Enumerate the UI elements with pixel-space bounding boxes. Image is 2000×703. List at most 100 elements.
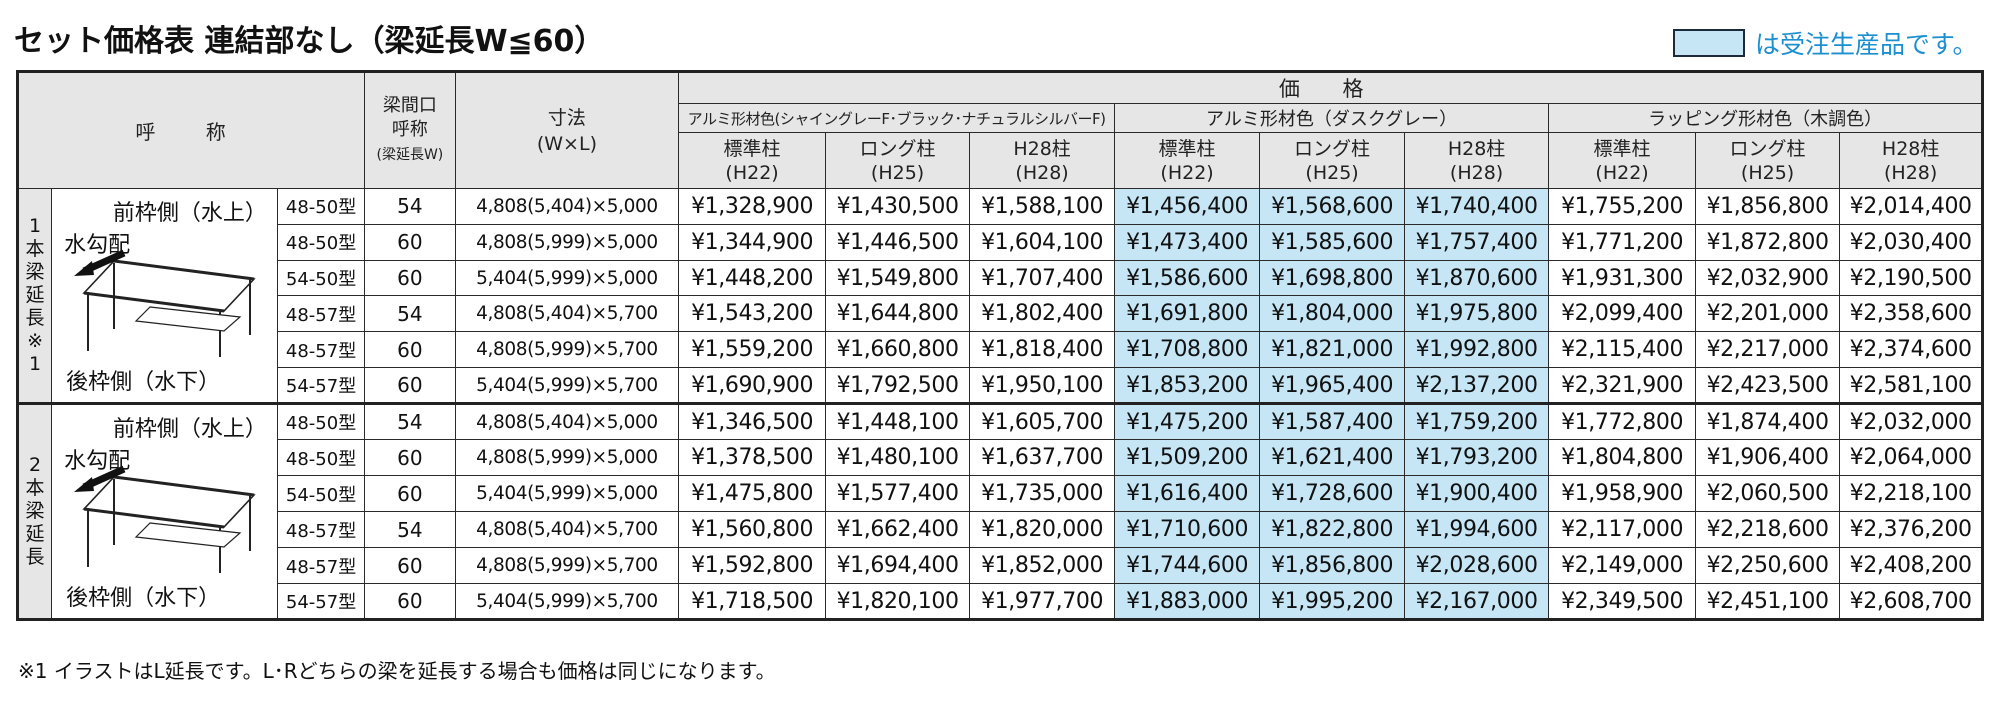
model-cell: 48-57型 bbox=[276, 511, 366, 548]
price-cell: ¥1,586,600 bbox=[1113, 259, 1261, 297]
price-cell: ¥1,852,000 bbox=[969, 547, 1115, 584]
price-cell: ¥1,660,800 bbox=[824, 331, 971, 369]
price-cell: ¥1,456,400 bbox=[1113, 188, 1261, 225]
legend: は受注生産品です。 bbox=[1673, 26, 1978, 60]
price-cell: ¥1,475,800 bbox=[678, 475, 826, 512]
dimension-cell: 4,808(5,999)×5,700 bbox=[454, 547, 680, 584]
model-cell: 54-57型 bbox=[276, 367, 366, 404]
span-cell: 60 bbox=[364, 439, 456, 476]
span-cell: 54 bbox=[364, 511, 456, 548]
model-cell: 54-57型 bbox=[276, 583, 366, 620]
header-span: 梁間口 呼称 (梁延長W) bbox=[364, 71, 456, 189]
price-cell: ¥1,872,800 bbox=[1694, 223, 1841, 261]
model-cell: 54-50型 bbox=[276, 259, 366, 297]
price-cell: ¥1,480,100 bbox=[824, 439, 971, 476]
price-cell: ¥2,423,500 bbox=[1694, 367, 1841, 404]
price-cell: ¥2,581,100 bbox=[1839, 367, 1983, 404]
model-cell: 54-50型 bbox=[276, 475, 366, 512]
price-cell: ¥1,690,900 bbox=[678, 367, 826, 404]
price-cell: ¥1,707,400 bbox=[969, 259, 1115, 297]
span-cell: 60 bbox=[364, 475, 456, 512]
front-frame-label: 前枠側（水上） bbox=[112, 417, 267, 442]
dimension-cell: 4,808(5,999)×5,700 bbox=[454, 331, 680, 369]
price-cell: ¥2,608,700 bbox=[1839, 583, 1983, 620]
header-col-long: ロング柱 (H25) bbox=[824, 132, 971, 189]
price-cell: ¥2,032,900 bbox=[1694, 259, 1841, 297]
price-cell: ¥1,430,500 bbox=[824, 188, 971, 225]
dimension-cell: 5,404(5,999)×5,000 bbox=[454, 259, 680, 297]
dimension-cell: 4,808(5,404)×5,000 bbox=[454, 188, 680, 225]
table-row: 48-57型 54 4,808(5,404)×5,700 ¥1,543,200 ¥1,6… bbox=[18, 295, 1983, 333]
legend-text: は受注生産品です。 bbox=[1755, 30, 1978, 59]
table-row: 54-50型 60 5,404(5,999)×5,000 ¥1,475,800 ¥1,5… bbox=[18, 475, 1983, 512]
price-cell: ¥1,577,400 bbox=[824, 475, 971, 512]
table-row: 48-57型 60 4,808(5,999)×5,700 ¥1,559,200 ¥1,6… bbox=[18, 331, 1983, 369]
price-cell: ¥1,856,800 bbox=[1259, 547, 1405, 584]
header-col-standard: 標準柱 (H22) bbox=[1113, 132, 1261, 189]
price-cell: ¥1,772,800 bbox=[1548, 402, 1696, 440]
price-cell: ¥1,616,400 bbox=[1113, 475, 1261, 512]
model-cell: 48-57型 bbox=[276, 331, 366, 369]
price-cell: ¥1,448,100 bbox=[824, 402, 971, 440]
dimension-cell: 4,808(5,999)×5,000 bbox=[454, 223, 680, 261]
price-cell: ¥1,604,100 bbox=[969, 223, 1115, 261]
price-cell: ¥2,349,500 bbox=[1548, 583, 1696, 620]
price-cell: ¥1,587,400 bbox=[1259, 402, 1405, 440]
span-cell: 60 bbox=[364, 547, 456, 584]
header-col-h28: H28柱 (H28) bbox=[1403, 132, 1550, 189]
price-cell: ¥2,218,600 bbox=[1694, 511, 1841, 548]
price-cell: ¥1,958,900 bbox=[1548, 475, 1696, 512]
price-cell: ¥1,950,100 bbox=[969, 367, 1115, 404]
price-cell: ¥1,735,000 bbox=[969, 475, 1115, 512]
price-cell: ¥2,217,000 bbox=[1694, 331, 1841, 369]
price-cell: ¥1,744,600 bbox=[1113, 547, 1261, 584]
model-cell: 48-50型 bbox=[276, 223, 366, 261]
price-cell: ¥1,698,800 bbox=[1259, 259, 1405, 297]
price-cell: ¥2,376,200 bbox=[1839, 511, 1983, 548]
header-size: 寸法 (W×L) bbox=[454, 71, 680, 189]
header-group-aluminum-standard: アルミ形材色(シャイングレーF･ブラック･ナチュラルシルバーF) bbox=[678, 103, 1115, 133]
price-cell: ¥2,117,000 bbox=[1548, 511, 1696, 548]
span-cell: 54 bbox=[364, 188, 456, 225]
header-col-long: ロング柱 (H25) bbox=[1694, 132, 1841, 189]
price-cell: ¥2,250,600 bbox=[1694, 547, 1841, 584]
header-col-standard: 標準柱 (H22) bbox=[678, 132, 826, 189]
table-row: 48-57型 54 4,808(5,404)×5,700 ¥1,560,800 ¥1,6… bbox=[18, 511, 1983, 548]
price-cell: ¥1,448,200 bbox=[678, 259, 826, 297]
price-cell: ¥2,064,000 bbox=[1839, 439, 1983, 476]
header-price: 価 格 bbox=[678, 71, 1983, 104]
price-cell: ¥1,644,800 bbox=[824, 295, 971, 333]
price-cell: ¥1,475,200 bbox=[1113, 402, 1261, 440]
price-cell: ¥1,900,400 bbox=[1403, 475, 1550, 512]
price-cell: ¥1,592,800 bbox=[678, 547, 826, 584]
price-cell: ¥1,708,800 bbox=[1113, 331, 1261, 369]
dimension-cell: 4,808(5,999)×5,000 bbox=[454, 439, 680, 476]
header-col-standard: 標準柱 (H22) bbox=[1548, 132, 1696, 189]
price-cell: ¥2,374,600 bbox=[1839, 331, 1983, 369]
price-cell: ¥1,605,700 bbox=[969, 402, 1115, 440]
price-table: 呼 称 梁間口 呼称 (梁延長W) 寸法 (W×L) 価 格 アルミ形材色(シャ… bbox=[16, 70, 1984, 621]
price-cell: ¥1,792,500 bbox=[824, 367, 971, 404]
model-cell: 48-50型 bbox=[276, 439, 366, 476]
group-label: 1本梁延長※1 bbox=[16, 188, 53, 404]
price-cell: ¥1,694,400 bbox=[824, 547, 971, 584]
price-cell: ¥2,014,400 bbox=[1839, 188, 1983, 225]
price-cell: ¥1,870,600 bbox=[1403, 259, 1550, 297]
price-cell: ¥1,906,400 bbox=[1694, 439, 1841, 476]
price-cell: ¥1,802,400 bbox=[969, 295, 1115, 333]
price-cell: ¥2,408,200 bbox=[1839, 547, 1983, 584]
price-cell: ¥1,874,400 bbox=[1694, 402, 1841, 440]
price-cell: ¥1,977,700 bbox=[969, 583, 1115, 620]
model-cell: 48-57型 bbox=[276, 295, 366, 333]
price-cell: ¥1,560,800 bbox=[678, 511, 826, 548]
price-cell: ¥1,818,400 bbox=[969, 331, 1115, 369]
price-cell: ¥2,032,000 bbox=[1839, 402, 1983, 440]
table-row: 48-57型 60 4,808(5,999)×5,700 ¥1,592,800 ¥1,6… bbox=[18, 547, 1983, 584]
price-cell: ¥1,691,800 bbox=[1113, 295, 1261, 333]
price-cell: ¥1,931,300 bbox=[1548, 259, 1696, 297]
price-cell: ¥1,759,200 bbox=[1403, 402, 1550, 440]
price-cell: ¥2,451,100 bbox=[1694, 583, 1841, 620]
pergola-diagram-icon bbox=[74, 249, 256, 357]
price-cell: ¥1,473,400 bbox=[1113, 223, 1261, 261]
price-cell: ¥2,190,500 bbox=[1839, 259, 1983, 297]
